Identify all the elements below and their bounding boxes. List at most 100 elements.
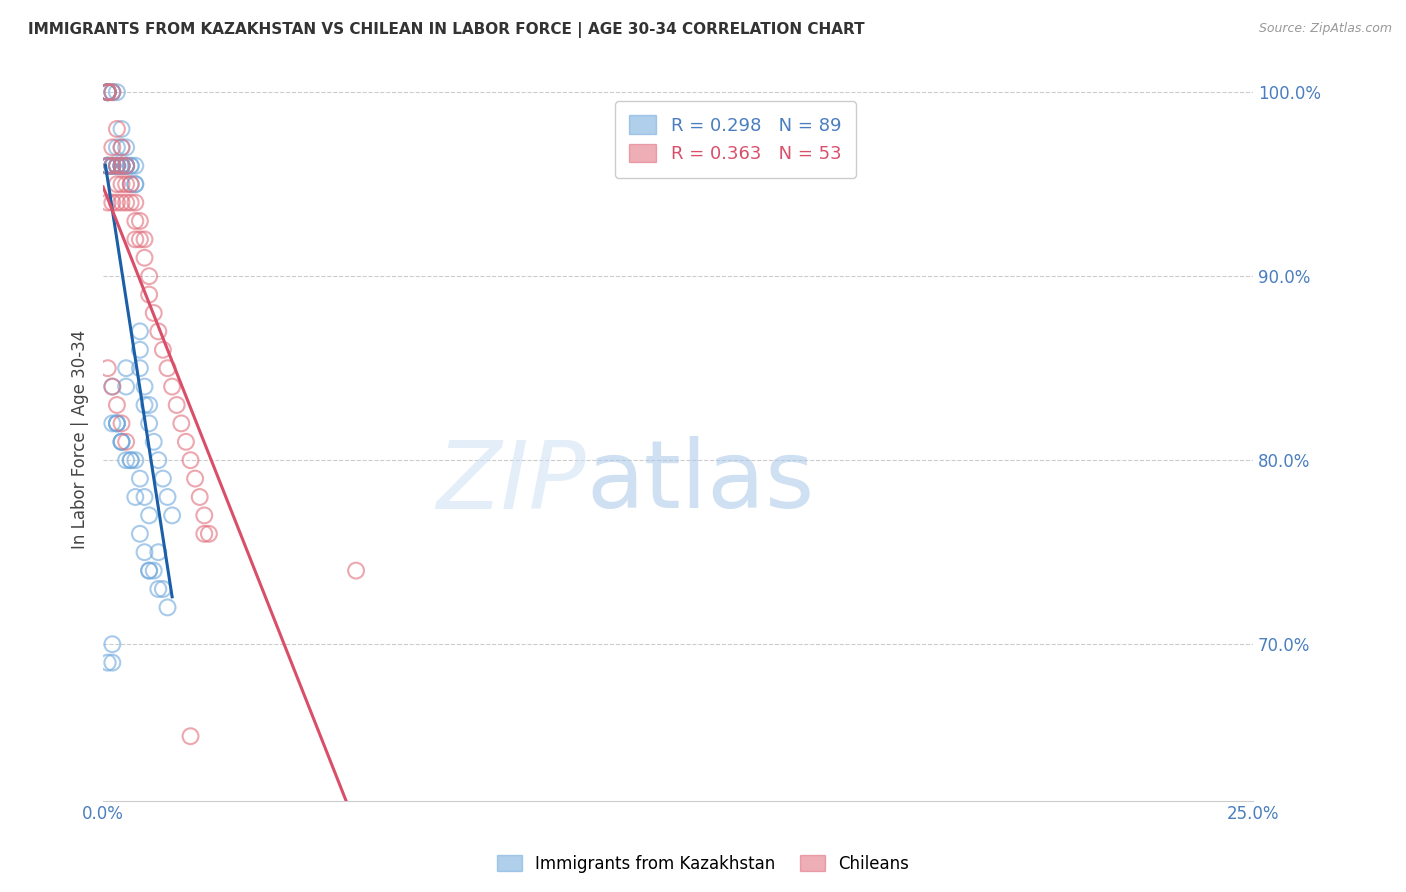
Point: [134, 545, 156, 559]
Y-axis label: In Labor Force | Age 30-34: In Labor Force | Age 30-34: [72, 329, 89, 549]
Point: [193, 508, 215, 523]
Text: ZIP: ZIP: [436, 437, 586, 528]
Point: [105, 159, 128, 173]
Point: [120, 453, 142, 467]
Point: [148, 582, 170, 596]
Point: [115, 159, 138, 173]
Point: [148, 545, 170, 559]
Point: [138, 417, 160, 431]
Text: atlas: atlas: [586, 436, 814, 528]
Point: [124, 195, 146, 210]
Point: [179, 453, 201, 467]
Point: [105, 417, 128, 431]
Point: [115, 434, 138, 449]
Point: [129, 232, 152, 246]
Point: [124, 214, 146, 228]
Point: [115, 195, 138, 210]
Point: [101, 379, 124, 393]
Point: [174, 434, 197, 449]
Point: [160, 379, 183, 393]
Point: [120, 453, 142, 467]
Point: [101, 195, 124, 210]
Point: [110, 159, 132, 173]
Point: [129, 472, 152, 486]
Point: [124, 490, 146, 504]
Point: [138, 508, 160, 523]
Point: [129, 343, 152, 357]
Point: [110, 417, 132, 431]
Point: [97, 159, 120, 173]
Point: [105, 177, 128, 191]
Point: [124, 159, 146, 173]
Point: [193, 526, 215, 541]
Point: [97, 85, 120, 99]
Point: [101, 159, 124, 173]
Point: [152, 582, 174, 596]
Point: [138, 564, 160, 578]
Point: [115, 159, 138, 173]
Point: [120, 159, 142, 173]
Point: [101, 85, 124, 99]
Point: [110, 434, 132, 449]
Point: [124, 177, 146, 191]
Point: [101, 159, 124, 173]
Point: [101, 85, 124, 99]
Point: [115, 453, 138, 467]
Point: [110, 434, 132, 449]
Point: [97, 159, 120, 173]
Point: [97, 85, 120, 99]
Point: [115, 361, 138, 376]
Point: [105, 195, 128, 210]
Point: [188, 490, 211, 504]
Point: [105, 140, 128, 154]
Point: [166, 398, 188, 412]
Point: [97, 85, 120, 99]
Point: [97, 85, 120, 99]
Point: [97, 159, 120, 173]
Point: [115, 159, 138, 173]
Point: [101, 417, 124, 431]
Legend: R = 0.298   N = 89, R = 0.363   N = 53: R = 0.298 N = 89, R = 0.363 N = 53: [614, 101, 856, 178]
Point: [101, 656, 124, 670]
Point: [110, 195, 132, 210]
Point: [134, 251, 156, 265]
Point: [152, 343, 174, 357]
Point: [138, 269, 160, 284]
Point: [110, 434, 132, 449]
Point: [97, 361, 120, 376]
Point: [120, 159, 142, 173]
Point: [97, 159, 120, 173]
Point: [110, 122, 132, 136]
Point: [110, 159, 132, 173]
Point: [105, 159, 128, 173]
Point: [198, 526, 221, 541]
Point: [134, 398, 156, 412]
Point: [160, 508, 183, 523]
Point: [115, 379, 138, 393]
Point: [148, 325, 170, 339]
Point: [101, 159, 124, 173]
Point: [134, 490, 156, 504]
Point: [156, 600, 179, 615]
Point: [120, 177, 142, 191]
Point: [97, 85, 120, 99]
Point: [179, 729, 201, 743]
Point: [142, 564, 165, 578]
Point: [97, 85, 120, 99]
Point: [129, 526, 152, 541]
Point: [115, 159, 138, 173]
Point: [184, 472, 207, 486]
Point: [110, 159, 132, 173]
Point: [110, 159, 132, 173]
Point: [105, 417, 128, 431]
Point: [138, 287, 160, 301]
Point: [115, 177, 138, 191]
Point: [97, 159, 120, 173]
Point: [170, 417, 193, 431]
Point: [124, 177, 146, 191]
Point: [129, 361, 152, 376]
Text: Source: ZipAtlas.com: Source: ZipAtlas.com: [1258, 22, 1392, 36]
Point: [97, 195, 120, 210]
Point: [115, 159, 138, 173]
Point: [344, 564, 367, 578]
